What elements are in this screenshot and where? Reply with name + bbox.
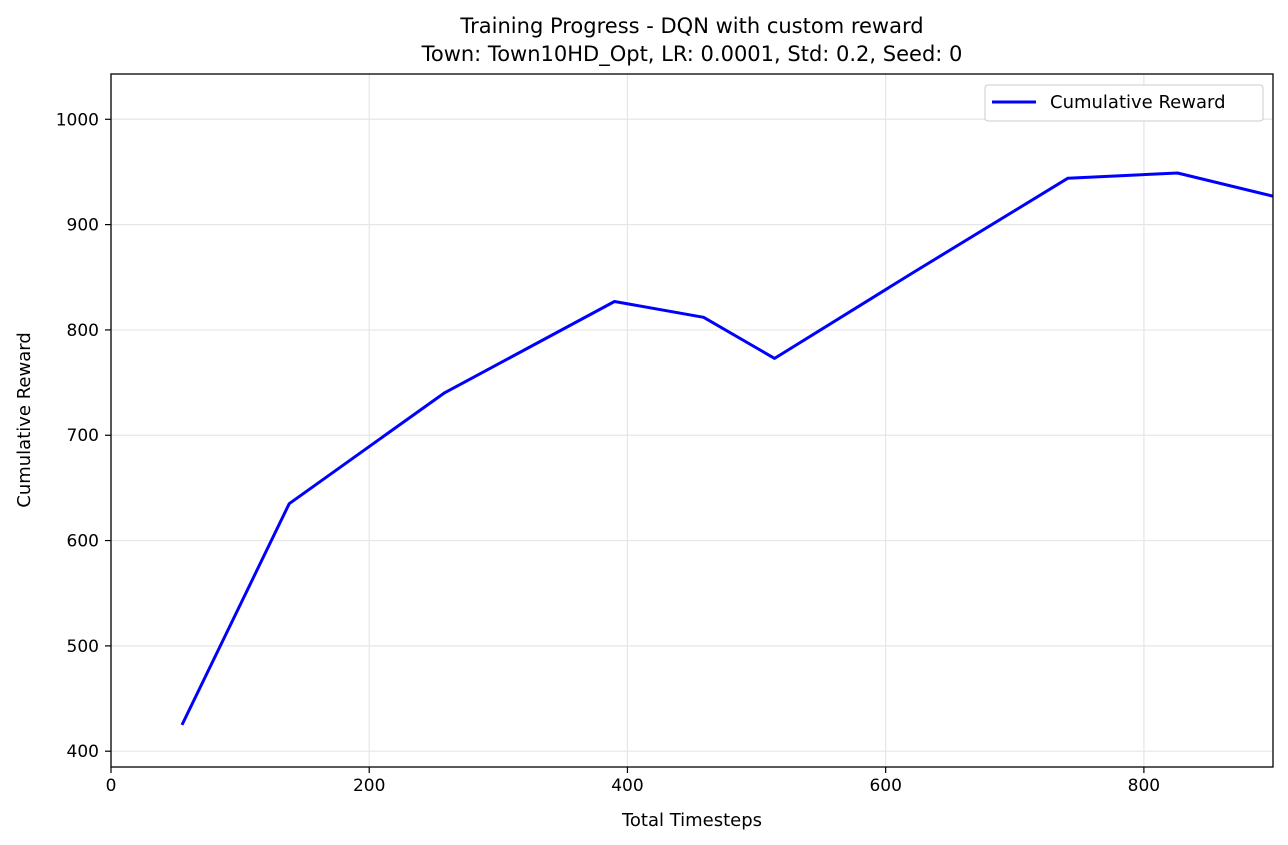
series-layer [180, 171, 1274, 726]
x-tick-label: 600 [869, 776, 901, 796]
plot-frame [110, 73, 1274, 768]
axis-ticks: 0 200 400 600 800 400 500 600 700 800 900 1000 [56, 110, 1160, 796]
x-tick-label: 800 [1128, 776, 1160, 796]
legend-label: Cumulative Reward [1050, 92, 1226, 113]
x-tick-label: 400 [611, 776, 643, 796]
y-tick-label: 400 [67, 742, 99, 762]
y-tick-label: 700 [67, 426, 99, 446]
grid [110, 74, 1273, 767]
chart-title: Training Progress - DQN with custom rewa… [459, 14, 923, 38]
legend-box [984, 84, 1264, 122]
y-tick-label: 800 [67, 321, 99, 341]
series-line-0 [180, 171, 1274, 726]
x-tick-label: 200 [353, 776, 385, 796]
y-tick-label: 900 [67, 216, 99, 236]
y-tick-label: 1000 [56, 110, 99, 130]
y-axis-label: Cumulative Reward [14, 332, 35, 508]
y-tick-label: 600 [67, 532, 99, 552]
x-axis-label: Total Timesteps [621, 810, 762, 831]
x-tick-label: 0 [106, 776, 117, 796]
y-tick-label: 500 [67, 637, 99, 657]
legend: Cumulative Reward [984, 84, 1264, 122]
chart-subtitle: Town: Town10HD_Opt, LR: 0.0001, Std: 0.2… [421, 42, 963, 67]
